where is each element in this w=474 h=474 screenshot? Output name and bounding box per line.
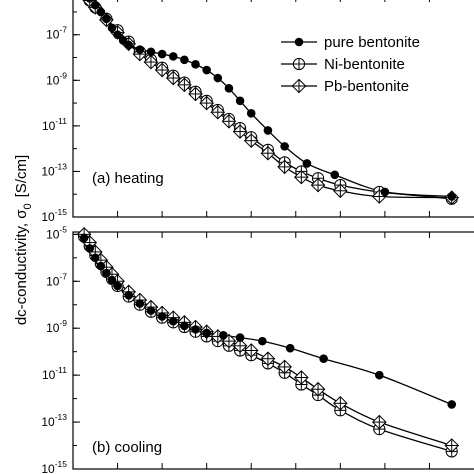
data-point [181,322,189,330]
legend-label: pure bentonite [324,34,420,51]
data-point [264,127,272,135]
panel-cooling: 10-5 10-7 10-9 10-11 10-13 10-15 (b) cooling [41,224,474,474]
data-point [80,234,88,242]
data-point [136,46,144,54]
data-point [147,307,155,315]
y-tick-label: 10-9 [46,318,67,335]
series-line [84,237,452,452]
data-point [376,371,384,379]
data-point [103,269,111,277]
y-tick-label: 10-15 [41,459,67,474]
y-tick-label: 10-13 [41,412,67,429]
data-point [158,50,166,58]
legend: pure bentonite Ni-bentonite Pb-bentonite [281,34,420,95]
data-point [303,160,311,168]
data-point [192,326,200,334]
data-point [236,97,244,105]
y-axis-label: dc-conductivity, σ0 [S/cm] [13,155,34,325]
data-point [91,254,99,262]
data-point [169,317,177,325]
data-point [259,337,267,345]
legend-label: Pb-bentonite [324,78,409,95]
data-point [192,61,200,69]
data-point [381,188,389,196]
data-point [448,193,456,201]
data-point [136,300,144,308]
data-point [220,331,228,339]
series-line [90,1,452,198]
data-point [158,313,166,321]
data-point [247,110,255,118]
y-tick-label: 10-5 [46,224,67,241]
y-tick-label: 10-15 [41,207,67,224]
data-point [125,292,133,300]
y-axis-label-sub: 0 [22,203,34,209]
y-tick-label: 10-7 [46,271,67,288]
data-point [103,15,111,23]
y-tick-label: 10-7 [46,25,67,42]
series-line [84,234,452,445]
data-point [236,334,244,342]
y-axis-label-main: dc-conductivity, σ [13,209,30,325]
series-line [84,238,452,405]
data-point [320,355,328,363]
data-point [97,8,105,16]
series-markers [79,231,458,457]
y-tick-label: 10-11 [42,116,67,133]
series-markers [78,228,459,452]
legend-marker [293,58,304,69]
data-point [97,262,105,270]
data-point [225,84,233,92]
legend-marker [295,38,303,46]
data-point [203,66,211,74]
data-point [286,344,294,352]
data-point [86,245,94,253]
data-point [448,401,456,409]
data-point [114,282,122,290]
series-line [90,0,452,196]
panel-label: (b) cooling [92,439,162,456]
y-tick-label: 10-11 [42,365,67,382]
data-point [169,53,177,61]
y-tick-label: 10-9 [46,70,67,87]
data-point [125,41,133,49]
data-point [281,143,289,151]
y-tick-label: 10-13 [41,161,67,178]
data-point [214,74,222,82]
panel-label: (a) heating [92,170,164,187]
legend-marker [292,79,305,92]
data-point [203,329,211,337]
y-axis-label-unit: [S/cm] [13,155,30,198]
data-point [147,48,155,56]
legend-label: Ni-bentonite [324,56,405,73]
data-point [108,276,116,284]
data-point [91,1,99,9]
data-point [331,171,339,179]
data-point [108,24,116,32]
data-point [181,56,189,64]
